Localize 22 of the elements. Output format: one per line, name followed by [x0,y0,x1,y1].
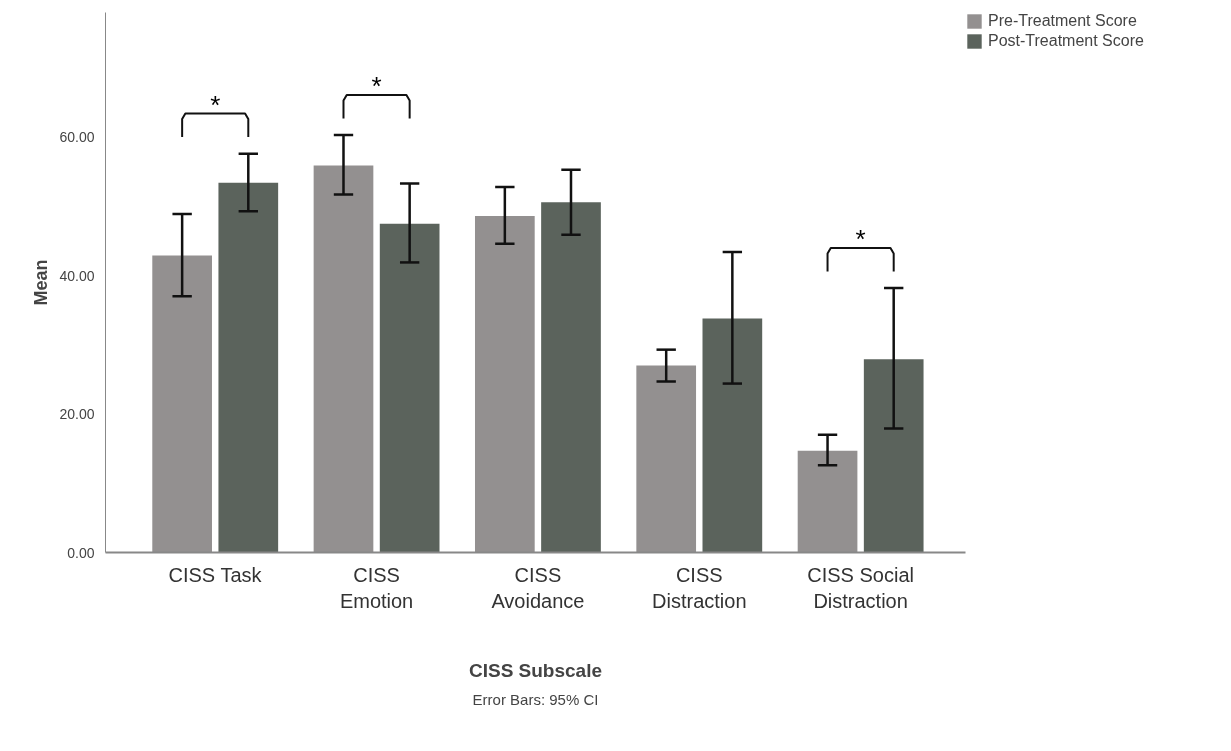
bar [218,182,279,553]
y-tick-label: 40.00 [59,267,95,284]
x-tick-label: CISS Emotion [339,563,414,612]
y-tick-label: 60.00 [59,129,95,146]
x-tick-label: CISS Avoidance [491,563,585,612]
bar [702,318,763,553]
bar [863,359,924,553]
annotation: * [210,89,221,120]
annotation: * [371,70,382,101]
annotation: * [855,223,866,254]
x-tick-label: CISS Social Distraction [807,563,914,612]
text: Error Bars: 95% CI [472,690,599,708]
x-axis-title: CISS Subscale [468,659,603,681]
y-tick-label: 20.00 [59,406,95,423]
bar [379,223,440,553]
y-tick-label: 0.00 [67,544,95,561]
x-tick-label: CISS Distraction [652,563,747,612]
bar [541,202,601,553]
y-axis-title: Mean [31,259,52,306]
legend-label: Post-Treatment Score [988,32,1144,50]
x-tick-label: CISS Task [168,563,263,586]
legend-label: Pre-Treatment Score [988,12,1137,30]
